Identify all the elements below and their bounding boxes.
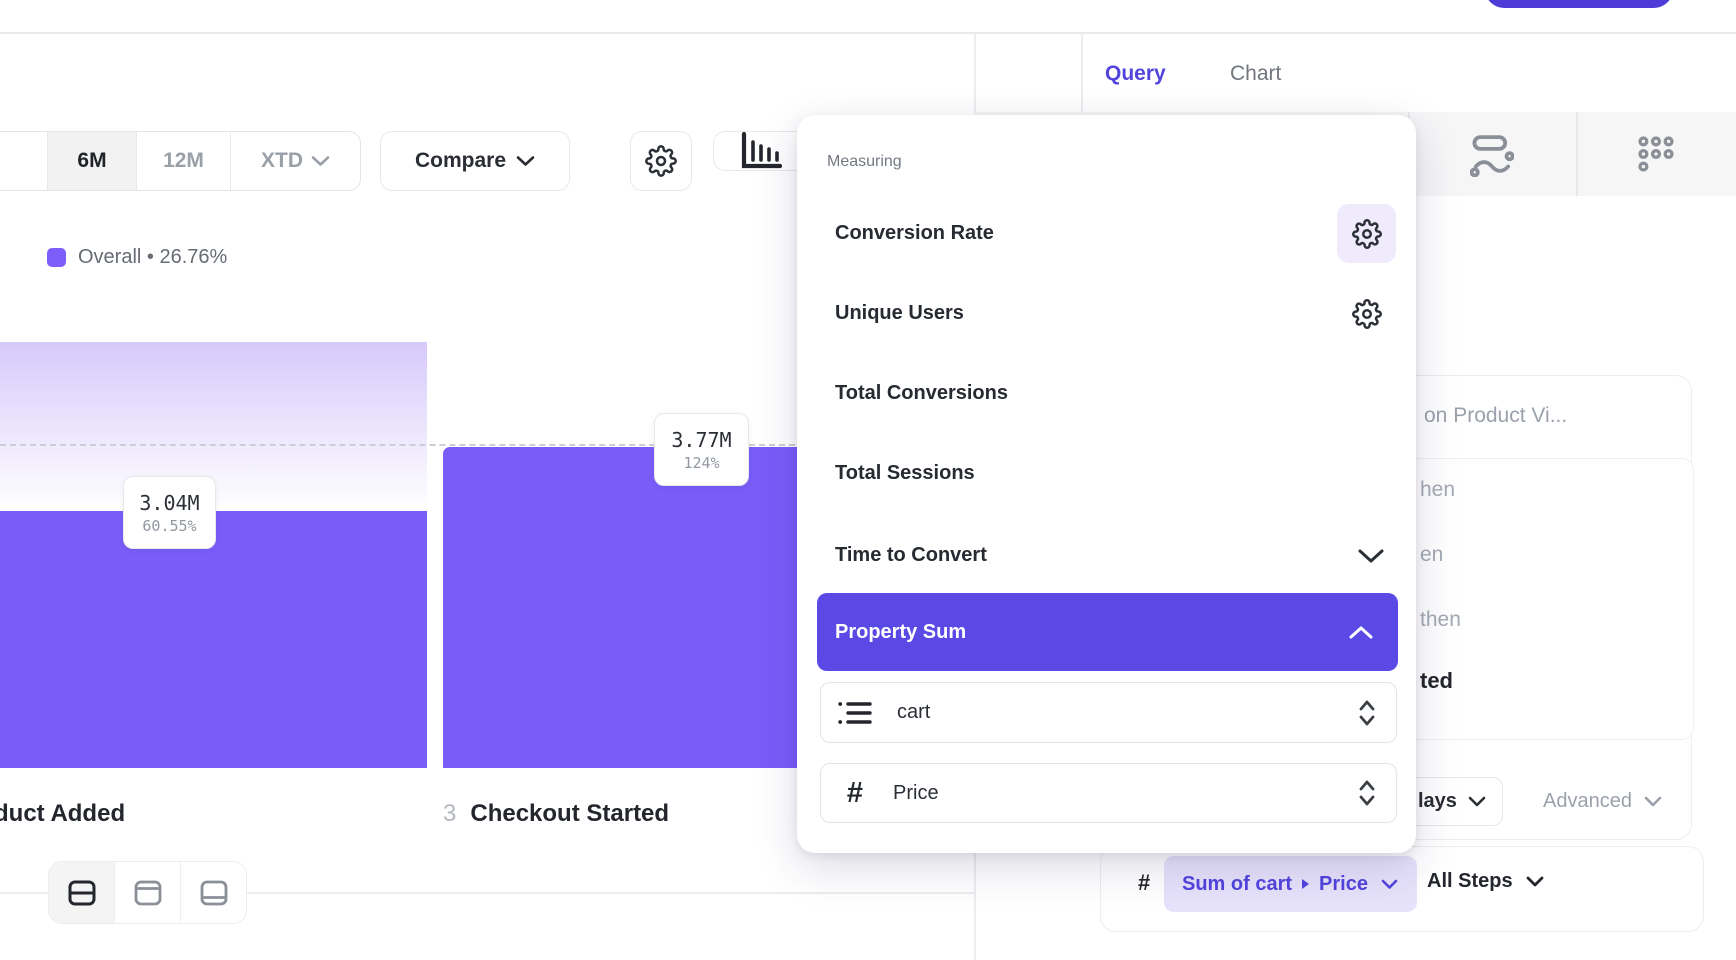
- list-icon: [837, 698, 873, 728]
- property-select[interactable]: cart: [820, 682, 1397, 743]
- flow-steps-button[interactable]: [1408, 112, 1576, 196]
- legend-swatch: [47, 248, 66, 267]
- layout-bottom-icon: [198, 877, 230, 909]
- date-range-m[interactable]: M: [0, 132, 48, 190]
- step-row[interactable]: en: [1420, 543, 1444, 566]
- layout-top-icon: [132, 877, 164, 909]
- date-range-12m[interactable]: 12M: [137, 132, 231, 190]
- conversion-rate-settings-button[interactable]: [1337, 204, 1396, 263]
- header-divider: [0, 32, 1736, 34]
- chevron-up-icon: [1348, 625, 1374, 640]
- chevron-down-icon[interactable]: [1357, 548, 1385, 564]
- chevron-down-icon: [516, 155, 535, 167]
- chevron-down-icon: [1381, 879, 1398, 890]
- menu-item-time-to-convert[interactable]: Time to Convert: [835, 543, 987, 566]
- toolbar-divider: [1576, 112, 1578, 196]
- measuring-title: Measuring: [827, 153, 902, 170]
- primary-action-button[interactable]: [1485, 0, 1673, 8]
- chart-settings-button[interactable]: [630, 131, 692, 191]
- menu-item-property-sum-selected[interactable]: Property Sum: [817, 593, 1398, 671]
- sub-property-select[interactable]: # Price: [820, 763, 1397, 823]
- gear-icon: [1351, 218, 1382, 249]
- layout-toggle: [48, 861, 247, 924]
- measurement-chip[interactable]: Sum of cart Price: [1164, 856, 1417, 912]
- step-row[interactable]: then: [1420, 608, 1461, 631]
- menu-item-unique-users[interactable]: Unique Users: [835, 301, 964, 324]
- date-range-6m[interactable]: 6M: [48, 132, 137, 190]
- layout-bottom-bar-button[interactable]: [181, 862, 246, 923]
- chevron-down-icon: [1644, 796, 1662, 807]
- chevron-down-icon: [1468, 796, 1486, 807]
- date-range-control: M 6M 12M XTD: [0, 131, 361, 191]
- gear-icon: [645, 145, 677, 177]
- layout-split-rows-button[interactable]: [49, 862, 115, 923]
- flow-icon: [1470, 131, 1514, 177]
- chevron-down-icon: [1526, 876, 1544, 887]
- hash-icon: #: [846, 776, 864, 809]
- advanced-button[interactable]: Advanced: [1543, 790, 1662, 813]
- all-steps-selector[interactable]: All Steps: [1427, 870, 1544, 893]
- numeric-type-icon: #: [1138, 870, 1151, 895]
- unique-users-settings-button[interactable]: [1337, 284, 1396, 343]
- chevron-down-icon: [311, 155, 330, 167]
- chart-footer-divider: [0, 892, 975, 894]
- funnel-bar-product-added[interactable]: [0, 511, 427, 768]
- caret-right-icon: [1301, 878, 1310, 890]
- menu-item-total-conversions[interactable]: Total Conversions: [835, 381, 1008, 404]
- dots-grid-icon: [1635, 133, 1677, 175]
- step-row[interactable]: hen: [1420, 478, 1456, 501]
- funnel-value-label: 3.77M 124%: [654, 413, 749, 486]
- date-range-xtd[interactable]: XTD: [231, 132, 360, 190]
- reference-dashed-line: [0, 444, 795, 446]
- steps-card-title: on Product Vi...: [1424, 404, 1568, 427]
- tab-chart[interactable]: Chart: [1230, 62, 1282, 85]
- tab-query[interactable]: Query: [1105, 62, 1166, 85]
- funnel-value-label: 3.04M 60.55%: [123, 476, 216, 549]
- menu-item-conversion-rate[interactable]: Conversion Rate: [835, 221, 994, 244]
- tabs-divider: [1081, 33, 1083, 112]
- step-label-product-added: duct Added: [0, 800, 126, 827]
- step-row-highlighted[interactable]: ted: [1420, 668, 1453, 693]
- legend: Overall • 26.76%: [47, 246, 227, 269]
- menu-item-total-sessions[interactable]: Total Sessions: [835, 461, 975, 484]
- legend-label: Overall • 26.76%: [78, 246, 228, 268]
- step-label-checkout-started: 3 Checkout Started: [443, 800, 670, 827]
- layout-split-icon: [66, 877, 98, 909]
- compare-button[interactable]: Compare: [380, 131, 570, 191]
- layout-top-bar-button[interactable]: [115, 862, 181, 923]
- select-updown-icon: [1356, 698, 1378, 728]
- select-updown-icon: [1356, 778, 1378, 808]
- gear-icon: [1351, 298, 1382, 329]
- measuring-dropdown: Measuring Conversion Rate Unique Users T…: [797, 115, 1416, 853]
- bar-chart-icon: [740, 132, 782, 170]
- chart-type-button[interactable]: [713, 131, 813, 171]
- dots-grid-button[interactable]: [1576, 112, 1736, 196]
- funnel-bar-checkout-started[interactable]: [443, 447, 815, 768]
